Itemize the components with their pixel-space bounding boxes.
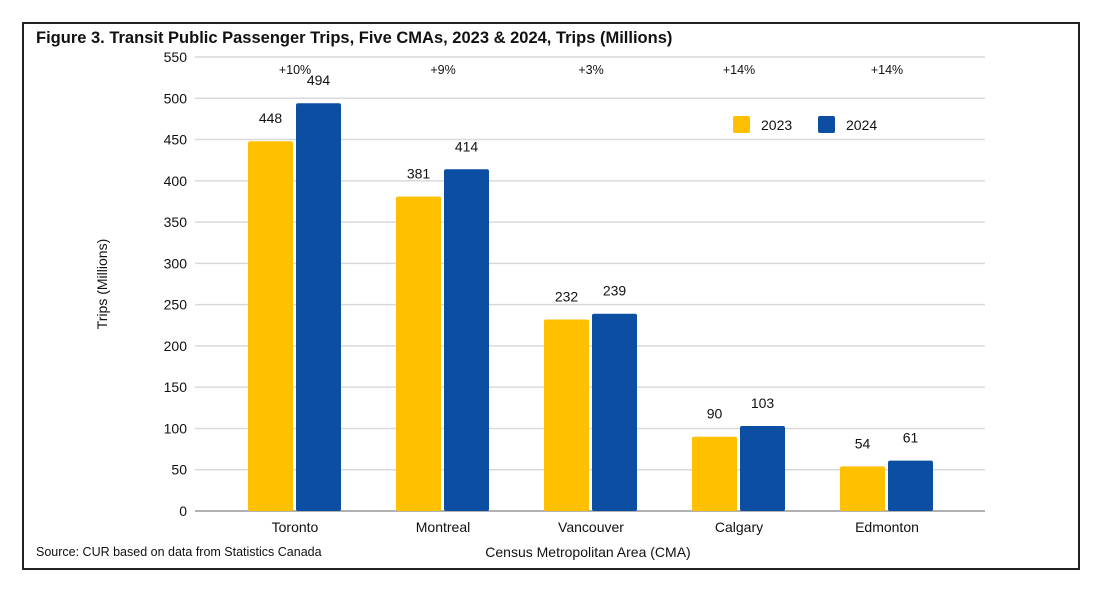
y-tick-label: 350 — [164, 214, 188, 230]
legend-label: 2023 — [761, 117, 792, 133]
growth-annotation: +10% — [279, 63, 311, 77]
y-tick-label: 300 — [164, 255, 188, 271]
data-label: 103 — [751, 395, 775, 411]
bar-2024 — [444, 169, 489, 511]
bar-2023 — [692, 436, 737, 511]
bar-2024 — [296, 103, 341, 511]
bar-2024 — [740, 425, 785, 511]
y-tick-label: 500 — [164, 90, 188, 106]
chart-source: Source: CUR based on data from Statistic… — [36, 545, 322, 559]
legend-swatch-2023 — [733, 116, 750, 133]
bar-2024 — [888, 460, 933, 511]
data-label: 54 — [855, 435, 871, 451]
y-tick-label: 50 — [171, 462, 187, 478]
data-label: 494 — [307, 72, 331, 88]
bar-2023 — [248, 141, 293, 512]
x-tick-label: Vancouver — [558, 519, 624, 535]
y-tick-label: 250 — [164, 297, 188, 313]
data-label: 61 — [903, 430, 919, 446]
x-tick-label: Calgary — [715, 519, 763, 535]
x-tick-label: Edmonton — [855, 519, 919, 535]
y-tick-label: 450 — [164, 132, 188, 148]
growth-annotation: +14% — [871, 63, 903, 77]
y-tick-label: 100 — [164, 420, 188, 436]
y-tick-label: 200 — [164, 338, 188, 354]
data-label: 414 — [455, 138, 479, 154]
legend-swatch-2024 — [818, 116, 835, 133]
x-axis-label: Census Metropolitan Area (CMA) — [485, 544, 690, 560]
y-tick-label: 150 — [164, 379, 188, 395]
x-tick-label: Montreal — [416, 519, 470, 535]
legend-label: 2024 — [846, 117, 877, 133]
bar-2023 — [396, 196, 441, 511]
y-tick-label: 550 — [164, 49, 188, 65]
growth-annotation: +9% — [430, 63, 455, 77]
data-label: 448 — [259, 110, 283, 126]
data-label: 90 — [707, 406, 723, 422]
y-axis-label: Trips (Millions) — [94, 239, 110, 329]
y-tick-label: 400 — [164, 173, 188, 189]
bar-2023 — [544, 319, 589, 511]
data-label: 381 — [407, 166, 431, 182]
y-tick-label: 0 — [179, 503, 187, 519]
data-label: 239 — [603, 283, 627, 299]
chart-frame — [22, 22, 1080, 570]
x-tick-label: Toronto — [272, 519, 319, 535]
bar-2023 — [840, 466, 885, 511]
growth-annotation: +3% — [578, 63, 603, 77]
growth-annotation: +14% — [723, 63, 755, 77]
chart-title: Figure 3. Transit Public Passenger Trips… — [36, 29, 673, 47]
bar-2024 — [592, 313, 637, 511]
data-label: 232 — [555, 288, 579, 304]
